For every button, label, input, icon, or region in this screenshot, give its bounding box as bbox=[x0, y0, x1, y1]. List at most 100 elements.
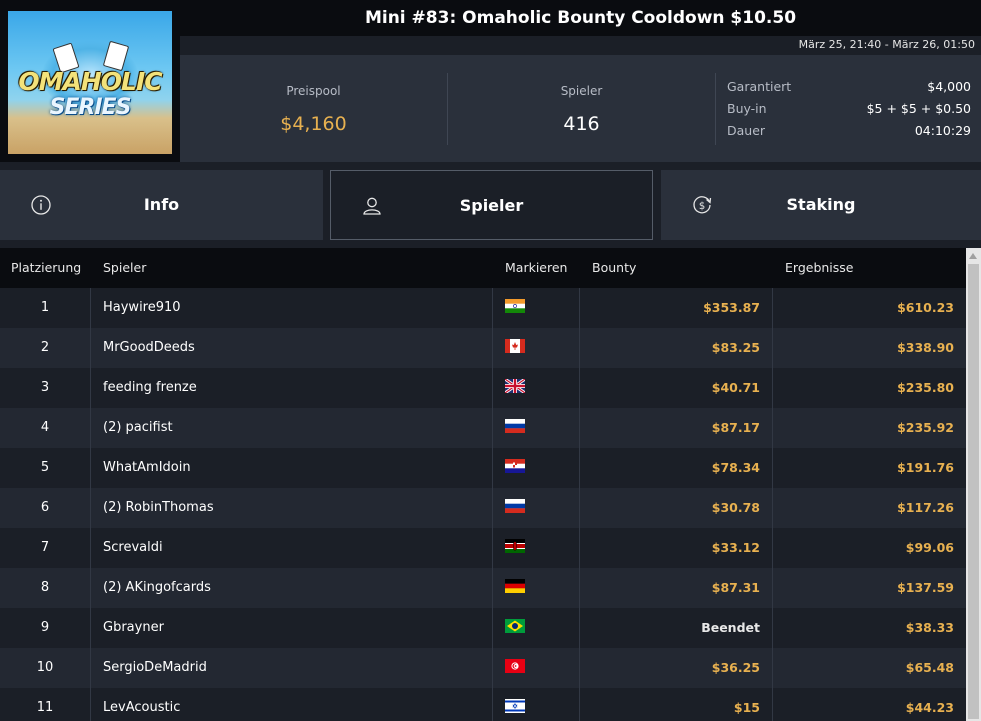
tab-players[interactable]: Spieler bbox=[330, 170, 653, 240]
tab-staking[interactable]: $ Staking bbox=[661, 170, 981, 240]
bounty-cell: $33.12 bbox=[711, 540, 760, 555]
bounty-cell: $83.25 bbox=[711, 340, 760, 355]
player-name[interactable]: Gbrayner bbox=[103, 620, 164, 635]
column-divider bbox=[579, 328, 580, 368]
column-divider bbox=[90, 528, 91, 568]
table-header: Platzierung Spieler Markieren Bounty Erg… bbox=[0, 248, 966, 288]
column-divider bbox=[90, 448, 91, 488]
croatia-flag-icon bbox=[505, 459, 525, 473]
scrollbar-thumb[interactable] bbox=[968, 264, 979, 719]
column-divider bbox=[579, 408, 580, 448]
stats-panel: Preispool $4,160 Spieler 416 Garantiert … bbox=[180, 55, 981, 162]
rank-cell: 6 bbox=[40, 500, 50, 515]
column-divider bbox=[90, 408, 91, 448]
player-name[interactable]: (2) pacifist bbox=[103, 420, 173, 435]
user-icon bbox=[363, 197, 381, 215]
column-divider bbox=[90, 568, 91, 608]
result-cell: $117.26 bbox=[897, 500, 954, 515]
column-divider bbox=[772, 568, 773, 608]
table-row[interactable]: 11 LevAcoustic $15 $44.23 bbox=[0, 688, 966, 721]
column-divider bbox=[492, 328, 493, 368]
result-cell: $610.23 bbox=[897, 300, 954, 315]
bounty-cell: $78.34 bbox=[711, 460, 760, 475]
bounty-cell: $36.25 bbox=[711, 660, 760, 675]
scroll-up-arrow-icon[interactable] bbox=[969, 253, 977, 259]
header-bounty[interactable]: Bounty bbox=[592, 260, 637, 275]
scrollbar[interactable] bbox=[966, 248, 981, 721]
player-name[interactable]: Screvaldi bbox=[103, 540, 163, 555]
russia-flag-icon bbox=[505, 499, 525, 513]
column-divider bbox=[772, 368, 773, 408]
prizepool-stat: Preispool $4,160 bbox=[180, 55, 447, 162]
bounty-cell: Beendet bbox=[701, 620, 760, 635]
column-divider bbox=[492, 648, 493, 688]
column-divider bbox=[492, 688, 493, 721]
column-divider bbox=[492, 448, 493, 488]
table-row[interactable]: 3 feeding frenze $40.71 $235.80 bbox=[0, 368, 966, 408]
table-row[interactable]: 6 (2) RobinThomas $30.78 $117.26 bbox=[0, 488, 966, 528]
table-row[interactable]: 1 Haywire910 $353.87 $610.23 bbox=[0, 288, 966, 328]
tab-staking-label: Staking bbox=[786, 195, 856, 214]
germany-flag-icon bbox=[505, 579, 525, 593]
tab-info[interactable]: Info bbox=[0, 170, 323, 240]
brazil-flag-icon bbox=[505, 619, 525, 633]
result-cell: $38.33 bbox=[905, 620, 954, 635]
table-row[interactable]: 2 MrGoodDeeds $83.25 $338.90 bbox=[0, 328, 966, 368]
player-name[interactable]: WhatAmIdoin bbox=[103, 460, 191, 475]
table-row[interactable]: 4 (2) pacifist $87.17 $235.92 bbox=[0, 408, 966, 448]
buyin-value: $5 + $5 + $0.50 bbox=[866, 101, 971, 116]
table-row[interactable]: 5 WhatAmIdoin $78.34 $191.76 bbox=[0, 448, 966, 488]
players-value: 416 bbox=[563, 113, 600, 135]
players-label: Spieler bbox=[560, 84, 603, 98]
player-name[interactable]: (2) AKingofcards bbox=[103, 580, 211, 595]
column-divider bbox=[492, 568, 493, 608]
rank-cell: 8 bbox=[40, 580, 50, 595]
players-stat: Spieler 416 bbox=[448, 55, 715, 162]
india-flag-icon bbox=[505, 299, 525, 313]
column-divider bbox=[579, 688, 580, 721]
russia-flag-icon bbox=[505, 419, 525, 433]
result-cell: $235.92 bbox=[897, 420, 954, 435]
player-name[interactable]: Haywire910 bbox=[103, 300, 181, 315]
player-name[interactable]: feeding frenze bbox=[103, 380, 197, 395]
svg-text:$: $ bbox=[699, 201, 705, 212]
bounty-cell: $87.31 bbox=[711, 580, 760, 595]
prizepool-label: Preispool bbox=[286, 84, 341, 98]
column-divider bbox=[90, 488, 91, 528]
column-divider bbox=[90, 608, 91, 648]
stat-divider bbox=[715, 73, 716, 145]
header-player[interactable]: Spieler bbox=[103, 260, 147, 275]
column-divider bbox=[492, 608, 493, 648]
player-name[interactable]: LevAcoustic bbox=[103, 700, 181, 715]
logo-text-series: SERIES bbox=[49, 95, 132, 120]
column-divider bbox=[772, 488, 773, 528]
table-row[interactable]: 8 (2) AKingofcards $87.31 $137.59 bbox=[0, 568, 966, 608]
rank-cell: 3 bbox=[40, 380, 50, 395]
player-name[interactable]: MrGoodDeeds bbox=[103, 340, 195, 355]
bounty-cell: $15 bbox=[733, 700, 760, 715]
column-divider bbox=[90, 648, 91, 688]
table-row[interactable]: 9 Gbrayner Beendet $38.33 bbox=[0, 608, 966, 648]
logo-panel: OMAHOLIC SERIES bbox=[0, 0, 180, 162]
table-row[interactable]: 10 SergioDeMadrid $36.25 $65.48 bbox=[0, 648, 966, 688]
column-divider bbox=[772, 288, 773, 328]
rank-cell: 5 bbox=[40, 460, 50, 475]
player-name[interactable]: SergioDeMadrid bbox=[103, 660, 207, 675]
column-divider bbox=[579, 568, 580, 608]
tournament-title: Mini #83: Omaholic Bounty Cooldown $10.5… bbox=[180, 0, 981, 36]
header-flag[interactable]: Markieren bbox=[505, 260, 568, 275]
player-name[interactable]: (2) RobinThomas bbox=[103, 500, 214, 515]
tunisia-flag-icon bbox=[505, 659, 525, 673]
rank-cell: 2 bbox=[40, 340, 50, 355]
header-results[interactable]: Ergebnisse bbox=[785, 260, 854, 275]
rank-cell: 11 bbox=[36, 700, 54, 715]
duration-row: Dauer 04:10:29 bbox=[727, 123, 971, 143]
column-divider bbox=[90, 368, 91, 408]
kenya-flag-icon bbox=[505, 539, 525, 553]
tab-info-label: Info bbox=[143, 195, 180, 214]
result-cell: $235.80 bbox=[897, 380, 954, 395]
buyin-row: Buy-in $5 + $5 + $0.50 bbox=[727, 101, 971, 121]
header-rank[interactable]: Platzierung bbox=[11, 260, 82, 275]
table-row[interactable]: 7 Screvaldi $33.12 $99.06 bbox=[0, 528, 966, 568]
prizepool-value: $4,160 bbox=[280, 113, 347, 135]
